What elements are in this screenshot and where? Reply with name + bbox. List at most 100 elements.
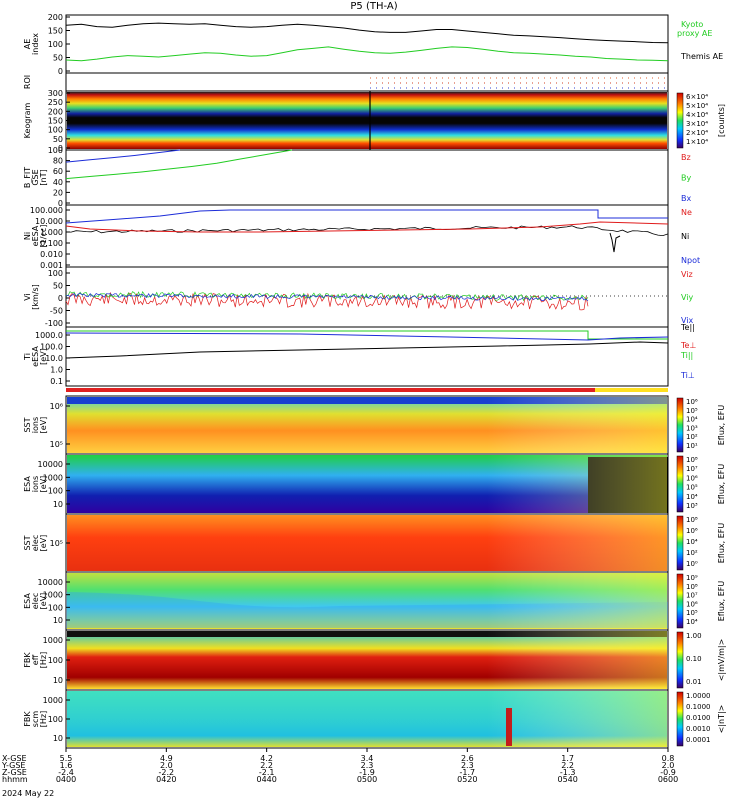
- y-tick-label: 100: [48, 146, 63, 155]
- y-axis-label: ESA elec [eV]: [23, 593, 48, 610]
- y-axis-label: AE index: [23, 33, 40, 55]
- y-axis-label-part: [eV]: [39, 348, 48, 365]
- x-tick-label: 2.2: [561, 761, 574, 770]
- x-axis-row-label: Y-GSE: [1, 761, 25, 770]
- y-axis-label-part: Ni: [23, 232, 32, 240]
- y-tick-label: 10: [53, 616, 63, 625]
- colorbar-tick-label: 10²: [686, 433, 698, 441]
- y-tick-label: 10: [53, 734, 63, 743]
- keogram-image: [67, 92, 667, 149]
- x-tick-label: 4.2: [260, 754, 273, 763]
- legend-tiperp: Ti⊥: [680, 371, 695, 380]
- legend-entry: Bz: [681, 153, 691, 162]
- density-ni-line: [65, 225, 669, 237]
- x-axis-row-label: Z-GSE: [2, 768, 27, 777]
- ae-series-line: [65, 22, 669, 44]
- bfit-panel: [65, 149, 669, 206]
- y-tick-label: 300: [48, 89, 63, 98]
- x-tick-label: -1.7: [460, 768, 476, 777]
- colorbar-tick-label: 10⁸: [686, 583, 698, 591]
- x-tick-label: 2.2: [260, 761, 273, 770]
- y-tick-label: 10⁶: [50, 402, 63, 411]
- y-tick-label: 100: [48, 656, 63, 665]
- colorbar-label: [counts]: [717, 104, 726, 137]
- y-axis-label: Vi [km/s]: [23, 284, 40, 310]
- x-tick-label: -2.1: [259, 768, 275, 777]
- x-tick-label: 0400: [56, 775, 76, 784]
- colorbar-tick-label: 10⁵: [686, 609, 698, 617]
- fbk-e-overlay: [67, 631, 667, 689]
- colorbar-tick-label: 10⁶: [686, 600, 698, 608]
- colorbar-tick-label: 0.0100: [686, 714, 711, 722]
- y-axis-label-part: Keogram: [23, 102, 32, 138]
- colorbar-tick-label: 10⁴: [686, 493, 698, 501]
- y-axis-label: B_FIT GSE [nT]: [23, 167, 48, 188]
- y-axis-label-part: eff: [31, 654, 40, 665]
- colorbar-tick-label: 0.0001: [686, 736, 711, 744]
- y-axis-label-part: SST: [23, 417, 32, 432]
- y-axis-label-part: [nT]: [39, 169, 48, 185]
- y-axis-label: Ti eESA [eV]: [23, 346, 48, 367]
- y-tick-label: 20: [53, 188, 63, 197]
- y-axis-label-part: ESA: [23, 476, 32, 492]
- y-tick-label: 1000: [43, 636, 63, 645]
- y-tick-label: 100: [48, 269, 63, 278]
- y-axis-label-part: B_FIT: [23, 167, 32, 188]
- y-axis-label-part: [km/s]: [31, 284, 40, 310]
- colorbar-tick-label: 10⁵: [686, 407, 698, 415]
- colorbar-tick-label: 10⁷: [686, 465, 698, 473]
- esa-elec-overlay: [67, 573, 667, 629]
- y-tick-label: 0.100: [40, 239, 63, 248]
- y-tick-label: 1000.0: [35, 331, 63, 340]
- x-tick-label: 0440: [256, 775, 276, 784]
- y-axis-label-part: FBK: [23, 711, 32, 727]
- legend-entry: Npot: [681, 256, 700, 265]
- y-axis-label: SST ions [eV]: [23, 417, 48, 434]
- y-axis-label-part: eESA: [31, 225, 40, 246]
- colorbar-tick-label: 10³: [686, 424, 698, 432]
- y-tick-label: 1.0: [50, 366, 63, 375]
- y-axis-label-part: [eV]: [39, 417, 48, 434]
- x-tick-label: -2.4: [58, 768, 74, 777]
- colorbar-tick-label: 0.01: [686, 678, 702, 686]
- x-tick-label: 2.0: [662, 761, 675, 770]
- y-tick-label: 100: [48, 715, 63, 724]
- colorbar-tick-label: 4×10⁴: [686, 111, 708, 119]
- y-tick-label: 10.000: [35, 217, 63, 226]
- y-axis-label-part: [1/cc]: [39, 225, 48, 248]
- page-title: P5 (TH-A): [350, 1, 397, 12]
- y-tick-label: 10: [53, 500, 63, 509]
- colorbar-tick-label: 1.00: [686, 632, 702, 640]
- y-axis-label-part: [eV]: [39, 535, 48, 552]
- y-axis-label: FBK scm [Hz]: [23, 711, 48, 728]
- y-axis-label-part: ROI: [23, 75, 32, 89]
- legend-entry: Ni: [681, 232, 689, 241]
- y-tick-label: 0: [58, 199, 63, 208]
- y-axis-label: FBK eff [Hz]: [23, 652, 48, 669]
- colorbar-tick-label: 10⁹: [686, 574, 698, 582]
- legend-entry: Bx: [681, 194, 691, 203]
- density-ne-line: [65, 221, 669, 233]
- y-tick-label: 10⁵: [50, 539, 63, 548]
- y-tick-label: 0.1: [50, 377, 63, 386]
- y-tick-label: 100: [48, 126, 63, 135]
- y-tick-label: 100: [48, 40, 63, 49]
- colorbar-tick-label: 0.1000: [686, 703, 711, 711]
- y-axis-label-part: AE: [23, 39, 32, 50]
- y-axis-label-part: SST: [23, 535, 32, 550]
- y-axis-label-part: [eV]: [39, 476, 48, 493]
- y-tick-label: 40: [53, 178, 63, 187]
- y-tick-label: 100: [48, 603, 63, 612]
- y-tick-label: 50: [53, 282, 63, 291]
- colorbar: [676, 515, 684, 571]
- colorbar-tick-label: 10²: [686, 549, 698, 557]
- y-axis-label: ESA ions [eV]: [23, 476, 48, 493]
- y-tick-label: 100.0: [40, 343, 63, 352]
- colorbar: [676, 631, 684, 689]
- y-axis-label-part: [Hz]: [39, 652, 48, 668]
- x-tick-label: 2.6: [461, 754, 474, 763]
- colorbar: [676, 573, 684, 629]
- y-tick-label: 100.000: [30, 206, 63, 215]
- colorbar: [676, 397, 684, 453]
